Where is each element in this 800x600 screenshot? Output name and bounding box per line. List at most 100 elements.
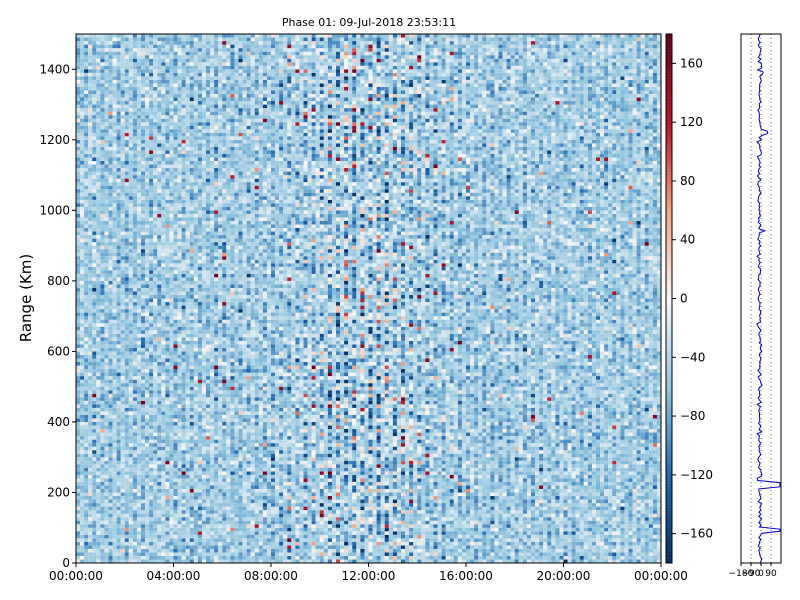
heatmap-cell — [194, 489, 198, 493]
heatmap-cell — [190, 253, 194, 257]
heatmap-cell — [165, 510, 169, 514]
heatmap-cell — [88, 274, 92, 278]
heatmap-cell — [206, 277, 210, 281]
heatmap-cell — [161, 517, 165, 521]
heatmap-cell — [182, 478, 186, 482]
heatmap-cell — [186, 302, 190, 306]
heatmap-cell — [153, 295, 157, 299]
heatmap-cell — [100, 327, 104, 331]
heatmap-cell — [210, 503, 214, 507]
heatmap-cell — [113, 80, 117, 84]
heatmap-cell — [186, 492, 190, 496]
heatmap-cell — [174, 267, 178, 271]
heatmap-cell — [182, 404, 186, 408]
heatmap-cell — [129, 503, 133, 507]
heatmap-cell — [202, 545, 206, 549]
heatmap-cell — [96, 147, 100, 151]
heatmap-cell — [76, 267, 80, 271]
heatmap-cell — [125, 404, 129, 408]
heatmap-cell — [129, 133, 133, 137]
heatmap-cell — [165, 401, 169, 405]
heatmap-cell — [194, 341, 198, 345]
heatmap-cell — [117, 119, 121, 123]
heatmap-cell — [182, 200, 186, 204]
heatmap-cell — [117, 344, 121, 348]
heatmap-cell — [206, 549, 210, 553]
heatmap-cell — [178, 133, 182, 137]
heatmap-cell — [161, 369, 165, 373]
heatmap-cell — [165, 136, 169, 140]
heatmap-cell — [165, 161, 169, 165]
heatmap-cell — [129, 542, 133, 546]
heatmap-cell — [194, 461, 198, 465]
heatmap-cell — [145, 284, 149, 288]
heatmap-cell — [174, 404, 178, 408]
heatmap-cell — [125, 154, 129, 158]
heatmap-cell — [178, 90, 182, 94]
heatmap-cell — [141, 337, 145, 341]
heatmap-cell — [80, 76, 84, 80]
heatmap-cell — [190, 217, 194, 221]
heatmap-cell — [100, 242, 104, 246]
heatmap-cell — [174, 189, 178, 193]
heatmap-cell — [88, 404, 92, 408]
heatmap-cell — [202, 73, 206, 77]
heatmap-cell — [206, 239, 210, 243]
heatmap-cell — [100, 415, 104, 419]
heatmap-cell — [202, 344, 206, 348]
heatmap-cell — [174, 376, 178, 380]
heatmap-cell — [92, 457, 96, 461]
heatmap-cell — [157, 369, 161, 373]
heatmap-cell — [165, 274, 169, 278]
heatmap-cell — [165, 545, 169, 549]
heatmap-cell — [161, 323, 165, 327]
heatmap-cell — [169, 383, 173, 387]
heatmap-cell — [92, 299, 96, 303]
heatmap-cell — [80, 214, 84, 218]
heatmap-cell — [100, 418, 104, 422]
heatmap-cell — [198, 507, 202, 511]
heatmap-cell — [145, 203, 149, 207]
heatmap-cell — [153, 337, 157, 341]
heatmap-cell — [202, 164, 206, 168]
heatmap-cell — [178, 231, 182, 235]
heatmap-cell — [182, 302, 186, 306]
heatmap-cell — [157, 344, 161, 348]
heatmap-cell — [104, 320, 108, 324]
heatmap-cell — [202, 394, 206, 398]
heatmap-cell — [121, 164, 125, 168]
heatmap-cell — [210, 556, 214, 560]
heatmap-cell — [153, 401, 157, 405]
heatmap-cell — [137, 348, 141, 352]
heatmap-cell — [92, 429, 96, 433]
heatmap-cell — [153, 83, 157, 87]
heatmap-cell — [104, 90, 108, 94]
heatmap-cell — [96, 517, 100, 521]
heatmap-cell — [210, 429, 214, 433]
heatmap-cell — [121, 542, 125, 546]
heatmap-cell — [96, 351, 100, 355]
heatmap-cell — [113, 464, 117, 468]
heatmap-cell — [104, 334, 108, 338]
heatmap-cell — [206, 415, 210, 419]
heatmap-cell — [157, 277, 161, 281]
heatmap-cell — [141, 59, 145, 63]
heatmap-cell — [157, 154, 161, 158]
heatmap-cell — [190, 41, 194, 45]
heatmap-cell — [174, 41, 178, 45]
heatmap-cell — [174, 373, 178, 377]
heatmap-cell — [100, 196, 104, 200]
heatmap-cell — [137, 193, 141, 197]
heatmap-cell — [186, 203, 190, 207]
heatmap-cell — [76, 489, 80, 493]
heatmap-cell — [125, 411, 129, 415]
heatmap-cell — [84, 186, 88, 190]
heatmap-cell — [169, 433, 173, 437]
heatmap-cell — [145, 45, 149, 49]
heatmap-cell — [174, 161, 178, 165]
heatmap-cell — [149, 108, 153, 112]
heatmap-cell — [194, 136, 198, 140]
heatmap-cell — [190, 489, 194, 493]
heatmap-cell — [141, 454, 145, 458]
heatmap-cell — [206, 129, 210, 133]
